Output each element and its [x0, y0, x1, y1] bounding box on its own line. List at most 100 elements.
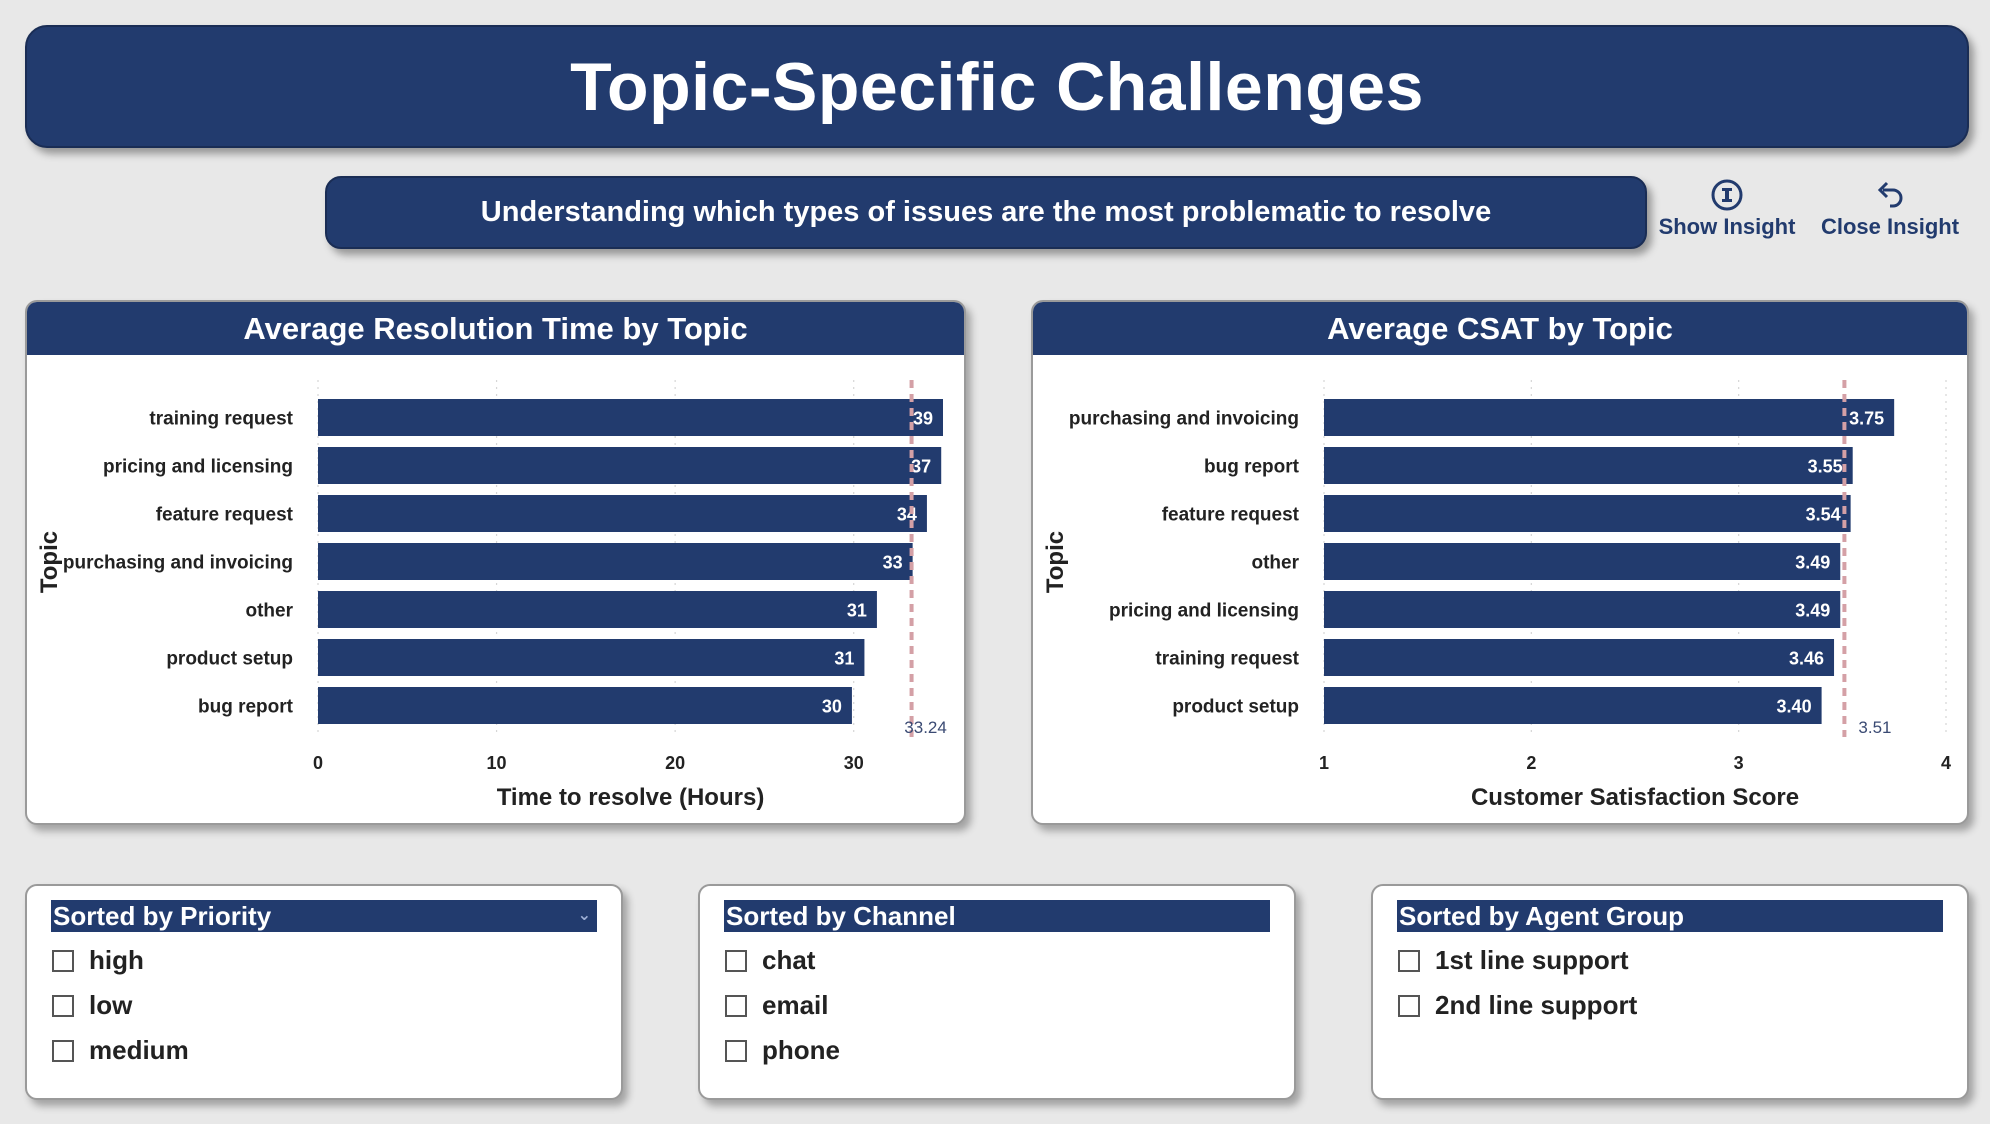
bar	[1324, 639, 1835, 676]
x-axis-label: Customer Satisfaction Score	[1471, 784, 1799, 811]
tick-label: 10	[487, 753, 507, 773]
slicer-option-label: 2nd line support	[1435, 990, 1638, 1020]
slicer-option-label: low	[89, 990, 133, 1020]
checkbox[interactable]	[1398, 949, 1420, 972]
category-label: product setup	[166, 649, 293, 670]
tick-label: 30	[844, 753, 864, 773]
slicer-option-label: email	[762, 990, 829, 1020]
close-insight-label: Close Insight	[1820, 214, 1960, 239]
data-label: 3.75	[1849, 409, 1884, 429]
data-label: 39	[913, 409, 933, 429]
tick-label: 4	[1941, 753, 1951, 773]
slicer-option-low[interactable]: low	[52, 990, 132, 1021]
title-banner: Topic-Specific Challenges	[25, 25, 1969, 148]
data-label: 31	[834, 649, 854, 669]
category-label: product setup	[1172, 697, 1299, 718]
info-circle-icon	[1711, 179, 1743, 211]
category-label: other	[1252, 553, 1300, 574]
category-label: other	[246, 601, 294, 622]
bar	[318, 543, 913, 580]
category-label: bug report	[1204, 457, 1300, 478]
slicer-option-label: phone	[762, 1035, 840, 1065]
reference-line-label: 3.51	[1858, 718, 1891, 737]
bar	[318, 687, 852, 724]
slicer-title: Sorted by Channel	[726, 901, 956, 931]
chevron-down-icon[interactable]: ⌄	[577, 907, 591, 924]
undo-arrow-icon	[1877, 181, 1903, 208]
bar	[1324, 591, 1841, 628]
tick-label: 1	[1319, 753, 1329, 773]
agent-group-slicer-header: Sorted by Agent Group	[1397, 900, 1943, 932]
data-label: 34	[897, 505, 917, 525]
category-label: feature request	[1162, 505, 1300, 526]
chart-title: Average Resolution Time by Topic	[27, 302, 964, 355]
data-label: 3.55	[1808, 457, 1843, 477]
y-axis-label: Topic	[36, 531, 63, 593]
bar	[1324, 687, 1822, 724]
show-insight-button[interactable]: Show Insight	[1659, 178, 1795, 248]
slicer-option-chat[interactable]: chat	[725, 945, 815, 976]
csat-chart: purchasing and invoicing 3.75 bug report 3.…	[1042, 380, 1951, 811]
csat-card: Average CSAT by Topic purchasing and inv…	[1031, 300, 1969, 825]
checkbox[interactable]	[52, 949, 74, 972]
slicer-option-high[interactable]: high	[52, 945, 144, 976]
page-subtitle: Understanding which types of issues are …	[480, 196, 1492, 228]
bar	[1324, 543, 1841, 580]
priority-slicer-header[interactable]: Sorted by Priority ⌄	[51, 900, 597, 932]
y-axis-label: Topic	[1042, 531, 1069, 593]
data-label: 3.49	[1795, 601, 1830, 621]
slicer-option-email[interactable]: email	[725, 990, 829, 1021]
priority-slicer: Sorted by Priority ⌄ high low medium	[25, 884, 623, 1100]
tick-label: 0	[313, 753, 323, 773]
category-label: pricing and licensing	[1109, 601, 1299, 622]
data-label: 3.54	[1806, 505, 1841, 525]
checkbox[interactable]	[725, 1039, 747, 1062]
chart-title: Average CSAT by Topic	[1033, 302, 1967, 355]
bar	[318, 399, 943, 436]
bar	[318, 591, 877, 628]
checkbox[interactable]	[1398, 994, 1420, 1017]
slicer-option-2nd-line-support[interactable]: 2nd line support	[1398, 990, 1637, 1021]
data-label: 33	[883, 553, 903, 573]
category-label: feature request	[156, 505, 294, 526]
category-label: purchasing and invoicing	[63, 553, 293, 574]
data-label: 3.46	[1789, 649, 1824, 669]
bar	[318, 639, 865, 676]
slicer-option-label: 1st line support	[1435, 945, 1629, 975]
slicer-option-label: high	[89, 945, 144, 975]
page-title: Topic-Specific Challenges	[570, 48, 1424, 125]
checkbox[interactable]	[725, 994, 747, 1017]
tick-label: 20	[665, 753, 685, 773]
bar	[318, 495, 927, 532]
bar	[1324, 399, 1895, 436]
checkbox[interactable]	[725, 949, 747, 972]
slicer-option-label: medium	[89, 1035, 189, 1065]
resolution-time-card: Average Resolution Time by Topic trainin…	[25, 300, 966, 825]
category-label: pricing and licensing	[103, 457, 293, 478]
checkbox[interactable]	[52, 994, 74, 1017]
category-label: purchasing and invoicing	[1069, 409, 1299, 430]
slicer-title: Sorted by Priority	[53, 901, 272, 931]
data-label: 31	[847, 601, 867, 621]
agent-group-slicer: Sorted by Agent Group 1st line support 2…	[1371, 884, 1969, 1100]
slicer-option-phone[interactable]: phone	[725, 1035, 840, 1066]
reference-line-label: 33.24	[904, 718, 947, 737]
bar	[1324, 495, 1851, 532]
checkbox[interactable]	[52, 1039, 74, 1062]
data-label: 37	[911, 457, 931, 477]
channel-slicer-header: Sorted by Channel	[724, 900, 1270, 932]
slicer-option-label: chat	[762, 945, 816, 975]
slicer-option-medium[interactable]: medium	[52, 1035, 189, 1066]
x-axis-label: Time to resolve (Hours)	[497, 784, 765, 811]
subtitle-banner: Understanding which types of issues are …	[325, 176, 1647, 249]
tick-label: 3	[1734, 753, 1744, 773]
data-label: 3.40	[1777, 697, 1812, 717]
close-insight-button[interactable]: Close Insight	[1820, 178, 1960, 248]
bar	[1324, 447, 1853, 484]
show-insight-label: Show Insight	[1658, 214, 1796, 239]
bar	[318, 447, 942, 484]
category-label: training request	[1155, 649, 1299, 670]
slicer-option-1st-line-support[interactable]: 1st line support	[1398, 945, 1629, 976]
data-label: 30	[822, 697, 842, 717]
channel-slicer: Sorted by Channel chat email phone	[698, 884, 1296, 1100]
